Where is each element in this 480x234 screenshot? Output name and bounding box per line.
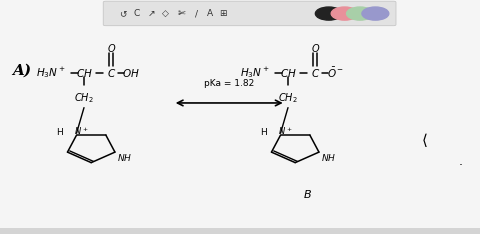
Text: $\langle$: $\langle$ <box>421 132 428 149</box>
Text: ↗: ↗ <box>147 9 155 18</box>
Text: C: C <box>133 9 140 18</box>
Text: A): A) <box>12 63 31 77</box>
Circle shape <box>315 7 342 20</box>
Text: pKa = 1.82: pKa = 1.82 <box>204 79 254 88</box>
Text: $NH$: $NH$ <box>321 153 336 164</box>
FancyBboxPatch shape <box>103 1 396 26</box>
Text: H: H <box>56 128 63 137</box>
Text: $O$: $O$ <box>107 42 116 54</box>
Text: /: / <box>195 9 198 18</box>
Text: $H_3N^+$: $H_3N^+$ <box>240 65 270 80</box>
Text: ✄: ✄ <box>178 9 185 18</box>
Text: ↺: ↺ <box>119 9 126 18</box>
Text: $N^+$: $N^+$ <box>278 125 293 137</box>
Circle shape <box>347 7 373 20</box>
Text: $O$: $O$ <box>311 42 320 54</box>
Circle shape <box>331 7 358 20</box>
Text: $C$: $C$ <box>311 66 320 79</box>
Text: $NH$: $NH$ <box>117 153 132 164</box>
Text: H: H <box>260 128 267 137</box>
Text: ⊞: ⊞ <box>219 9 227 18</box>
Text: ◇: ◇ <box>162 9 169 18</box>
Circle shape <box>362 7 389 20</box>
Text: $N^+$: $N^+$ <box>74 125 89 137</box>
Text: $CH_2$: $CH_2$ <box>74 91 94 105</box>
Text: $C$: $C$ <box>107 66 116 79</box>
FancyBboxPatch shape <box>0 228 480 234</box>
Text: $CH$: $CH$ <box>76 66 92 79</box>
Text: $H_3N^+$: $H_3N^+$ <box>36 65 66 80</box>
Text: $\bar{O}^-$: $\bar{O}^-$ <box>327 66 344 80</box>
Text: $OH$: $OH$ <box>122 66 139 79</box>
Text: $CH_2$: $CH_2$ <box>278 91 298 105</box>
Text: $B$: $B$ <box>303 188 312 200</box>
Text: $CH$: $CH$ <box>280 66 296 79</box>
Text: .: . <box>459 155 463 168</box>
Text: A: A <box>207 9 213 18</box>
